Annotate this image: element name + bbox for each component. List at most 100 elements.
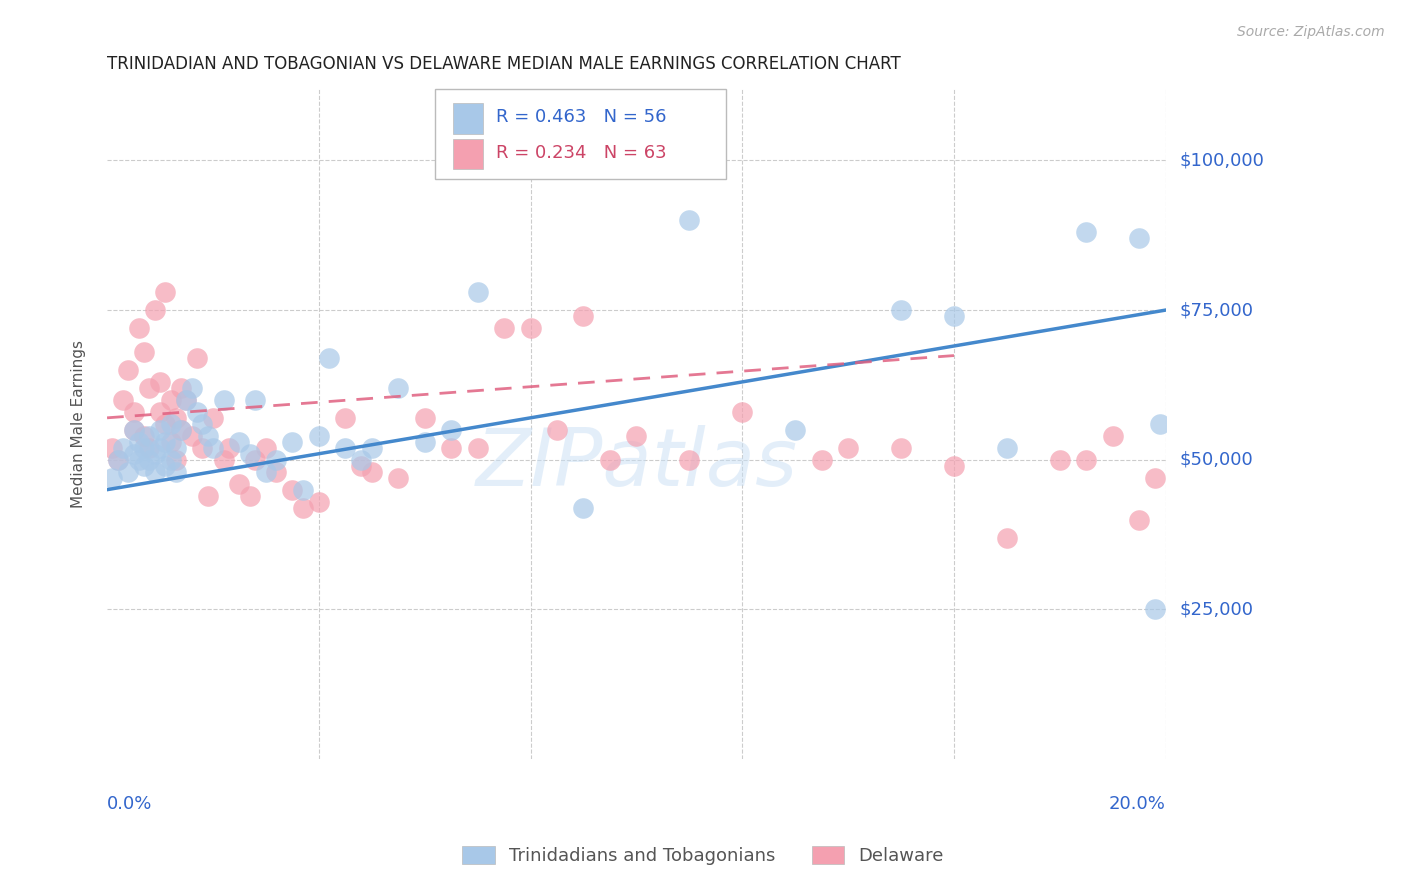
Point xyxy=(1049,452,1071,467)
Point xyxy=(281,483,304,497)
Point xyxy=(467,441,489,455)
Point xyxy=(245,452,267,467)
Point xyxy=(387,381,409,395)
Point xyxy=(170,423,193,437)
Point xyxy=(122,405,145,419)
Point xyxy=(149,423,172,437)
Point xyxy=(176,392,198,407)
Point xyxy=(111,392,134,407)
Point xyxy=(1076,452,1098,467)
Point xyxy=(138,429,160,443)
Point xyxy=(176,392,198,407)
Point xyxy=(201,410,224,425)
Point xyxy=(155,458,177,473)
Point xyxy=(678,452,700,467)
Point xyxy=(890,303,912,318)
Point xyxy=(350,452,373,467)
Point xyxy=(134,345,156,359)
Point xyxy=(117,465,139,479)
Point xyxy=(138,441,160,455)
Point xyxy=(1149,417,1171,431)
Point xyxy=(546,423,568,437)
Point xyxy=(111,441,134,455)
Point xyxy=(254,441,277,455)
Point xyxy=(678,213,700,227)
Point xyxy=(519,321,541,335)
Point xyxy=(134,458,156,473)
Point xyxy=(107,452,129,467)
Point xyxy=(159,417,181,431)
Point xyxy=(143,447,166,461)
Point xyxy=(239,447,262,461)
Point xyxy=(128,452,150,467)
Point xyxy=(440,423,463,437)
Point xyxy=(191,441,214,455)
Point xyxy=(785,423,807,437)
Point xyxy=(134,441,156,455)
Text: 0.0%: 0.0% xyxy=(107,796,152,814)
Point xyxy=(291,483,314,497)
Text: $100,000: $100,000 xyxy=(1180,152,1264,169)
Point xyxy=(467,285,489,299)
Point xyxy=(626,429,648,443)
Point xyxy=(731,405,754,419)
Text: $25,000: $25,000 xyxy=(1180,600,1254,618)
Point xyxy=(943,309,966,323)
Point xyxy=(995,441,1018,455)
Point xyxy=(212,452,235,467)
Text: Source: ZipAtlas.com: Source: ZipAtlas.com xyxy=(1237,25,1385,39)
Point xyxy=(170,381,193,395)
Text: $50,000: $50,000 xyxy=(1180,450,1253,468)
Point xyxy=(165,452,187,467)
Point xyxy=(138,381,160,395)
Point xyxy=(1076,225,1098,239)
Point xyxy=(1144,602,1167,616)
Point xyxy=(170,423,193,437)
Text: 20.0%: 20.0% xyxy=(1109,796,1166,814)
Point xyxy=(186,405,208,419)
Point xyxy=(413,434,436,449)
Point xyxy=(143,465,166,479)
Point xyxy=(387,471,409,485)
Point xyxy=(281,434,304,449)
Point xyxy=(890,441,912,455)
Text: R = 0.463   N = 56: R = 0.463 N = 56 xyxy=(495,109,666,127)
Point xyxy=(201,441,224,455)
Point xyxy=(212,392,235,407)
Point xyxy=(228,434,250,449)
Point xyxy=(572,500,595,515)
Point xyxy=(413,410,436,425)
FancyBboxPatch shape xyxy=(436,88,727,179)
Point xyxy=(1128,513,1150,527)
Point xyxy=(360,441,382,455)
Point xyxy=(128,434,150,449)
Point xyxy=(837,441,859,455)
Point xyxy=(191,417,214,431)
Point xyxy=(149,441,172,455)
Point xyxy=(350,458,373,473)
Point xyxy=(122,423,145,437)
Text: ZIPatlas: ZIPatlas xyxy=(475,425,797,503)
Point xyxy=(318,351,340,365)
Point xyxy=(134,429,156,443)
Point xyxy=(599,452,621,467)
Point xyxy=(122,423,145,437)
Point xyxy=(107,452,129,467)
Point xyxy=(1101,429,1123,443)
Point xyxy=(254,465,277,479)
Point xyxy=(572,309,595,323)
Point xyxy=(138,452,160,467)
Point xyxy=(165,465,187,479)
Point xyxy=(228,476,250,491)
Point xyxy=(122,447,145,461)
Point xyxy=(943,458,966,473)
Y-axis label: Median Male Earnings: Median Male Earnings xyxy=(72,340,86,508)
Point xyxy=(165,410,187,425)
Point xyxy=(335,441,357,455)
Point xyxy=(1144,471,1167,485)
Point xyxy=(143,303,166,318)
Point xyxy=(159,392,181,407)
Text: R = 0.234   N = 63: R = 0.234 N = 63 xyxy=(495,144,666,162)
Point xyxy=(101,471,124,485)
Point xyxy=(197,429,219,443)
